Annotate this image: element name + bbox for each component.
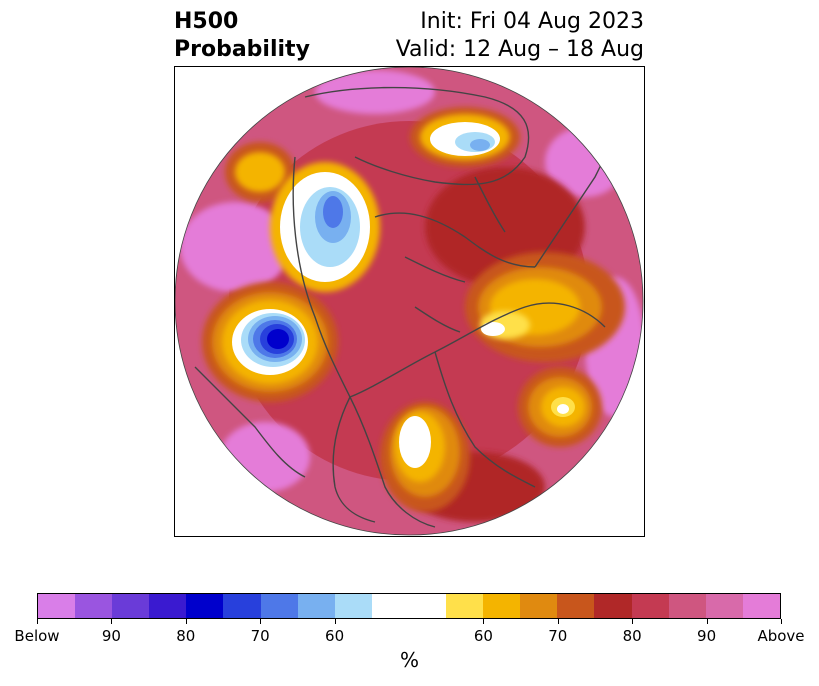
colorbar-segment [557, 594, 595, 618]
colorbar-tick-mark [37, 619, 38, 624]
colorbar-segment [520, 594, 558, 618]
colorbar-tick-mark [706, 619, 708, 624]
colorbar-tick-label: 60 [473, 627, 493, 645]
init-date: Init: Fri 04 Aug 2023 [420, 9, 644, 34]
colorbar-tick-label: 80 [176, 627, 196, 645]
colorbar-segment [75, 594, 113, 618]
colorbar-tick-mark [483, 619, 485, 624]
colorbar-segment [223, 594, 261, 618]
colorbar-tick-label: 60 [325, 627, 345, 645]
colorbar-segment [631, 594, 669, 618]
colorbar-segment [594, 594, 632, 618]
colorbar-tick-label: 80 [622, 627, 642, 645]
colorbar-tick-label: 90 [697, 627, 717, 645]
colorbar-tick-label: Below [14, 627, 60, 645]
colorbar-segment [38, 594, 76, 618]
colorbar-tick-label: 70 [548, 627, 568, 645]
valid-range: Valid: 12 Aug – 18 Aug [395, 37, 644, 62]
title-variable: H500 [174, 9, 239, 34]
colorbar-tick-mark [260, 619, 262, 624]
colorbar-tick-mark [185, 619, 187, 624]
colorbar-tick-mark [111, 619, 113, 624]
coastlines [194, 86, 621, 528]
colorbar-segment [186, 594, 224, 618]
date-info: Init: Fri 04 Aug 2023 Valid: 12 Aug – 18… [396, 8, 644, 64]
colorbar-tick-label: Above [757, 627, 805, 645]
colorbar-segment [297, 594, 335, 618]
colorbar-segment [334, 594, 372, 618]
colorbar-segment [112, 594, 150, 618]
colorbar-segment [371, 594, 447, 618]
colorbar-unit-label: % [399, 648, 419, 672]
colorbar-tick-mark [781, 619, 782, 624]
colorbar-segment [483, 594, 521, 618]
map-panel [174, 66, 645, 537]
colorbar-tick-label: 90 [101, 627, 121, 645]
colorbar-segment [668, 594, 706, 618]
title-subtitle: Probability [174, 37, 310, 62]
colorbar-segment [149, 594, 187, 618]
colorbar-tick-mark [334, 619, 336, 624]
colorbar-segment [446, 594, 484, 618]
colorbar-segment [705, 594, 743, 618]
colorbar-segment [260, 594, 298, 618]
colorbar-tick-label: 70 [250, 627, 270, 645]
colorbar [37, 593, 781, 619]
probability-field [175, 67, 643, 535]
colorbar-segment [742, 594, 780, 618]
colorbar-tick-mark [632, 619, 634, 624]
map-title: H500 Probability [174, 8, 310, 64]
probability-map [175, 67, 644, 536]
colorbar-tick-mark [557, 619, 559, 624]
